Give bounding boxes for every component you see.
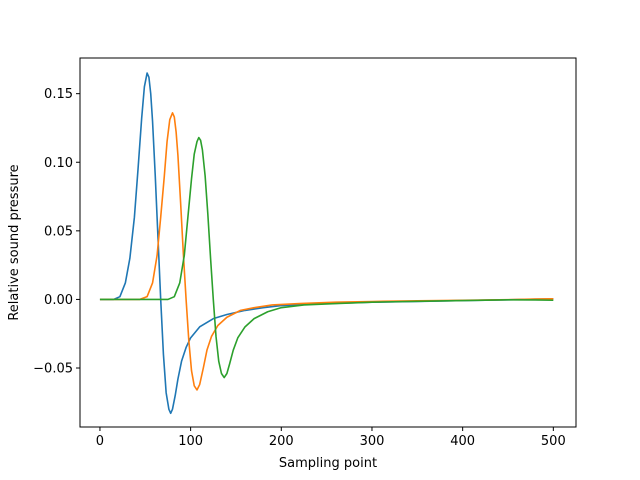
x-axis-label: Sampling point: [279, 456, 377, 471]
plot-frame: [79, 57, 577, 428]
series-layer: [99, 72, 554, 415]
y-axis-label: Relative sound pressure: [7, 164, 22, 320]
x-tick-label: 0: [96, 434, 104, 449]
x-tick-label: 500: [541, 434, 566, 449]
y-tick-label: 0.05: [44, 224, 73, 239]
series-line-1: [99, 72, 554, 415]
y-axis: −0.05 0.00 0.05 0.10 0.15: [33, 87, 80, 377]
y-tick-label: −0.05: [33, 362, 73, 377]
x-tick-label: 300: [360, 434, 385, 449]
y-tick-label: 0.10: [44, 156, 73, 171]
series-line-2: [99, 112, 554, 391]
y-tick-label: 0.00: [44, 293, 73, 308]
x-axis: 0 100 200 300 400 500: [96, 427, 566, 449]
x-tick-label: 100: [178, 434, 203, 449]
series-line-3: [99, 136, 554, 379]
x-tick-label: 400: [450, 434, 475, 449]
y-tick-label: 0.15: [44, 87, 73, 102]
x-tick-label: 200: [269, 434, 294, 449]
